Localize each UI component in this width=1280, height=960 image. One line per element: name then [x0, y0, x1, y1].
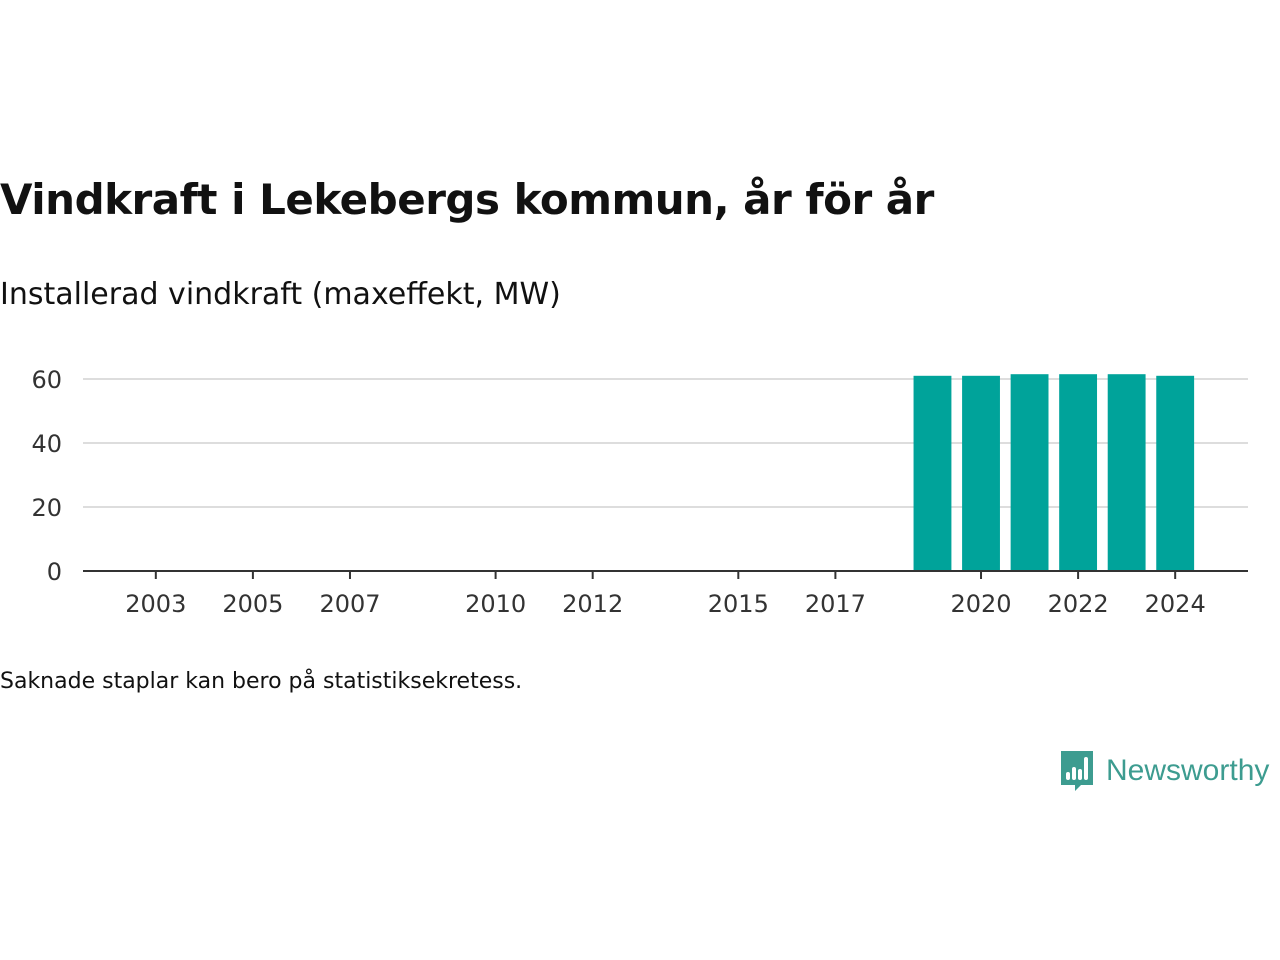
x-tick-label: 2015 — [708, 590, 769, 618]
brand-name: Newsworthy — [1106, 754, 1270, 787]
y-tick-label: 0 — [47, 558, 62, 586]
x-tick-label: 2024 — [1145, 590, 1206, 618]
bar — [1059, 374, 1098, 571]
x-tick-label: 2017 — [805, 590, 866, 618]
x-tick-label: 2012 — [562, 590, 623, 618]
y-tick-label: 20 — [31, 494, 62, 522]
bar — [962, 375, 1000, 571]
y-tick-label: 60 — [31, 366, 62, 394]
x-tick-label: 2020 — [950, 590, 1011, 618]
x-tick-label: 2005 — [222, 590, 283, 618]
brand-logo: Newsworthy — [1058, 748, 1269, 794]
bar-chart: 0 20 40 60 2003 2005 2007 2010 2012 2015 2017 2020 2… — [31, 366, 1248, 618]
chart-footnote: Saknade staplar kan bero på statistiksek… — [0, 669, 523, 694]
x-tick-label: 2003 — [125, 590, 186, 618]
bar — [913, 375, 952, 571]
x-tick-label: 2022 — [1048, 590, 1109, 618]
y-tick-label: 40 — [31, 430, 62, 458]
x-tick-label: 2010 — [465, 590, 526, 618]
chart-subtitle: Installerad vindkraft (maxeffekt, MW) — [0, 277, 561, 312]
bar — [1010, 374, 1049, 571]
chart-title: Vindkraft i Lekebergs kommun, år för år — [0, 175, 934, 224]
bar-chart-speech-bubble-icon — [1061, 751, 1093, 791]
bar — [1107, 374, 1146, 571]
x-tick-label: 2007 — [319, 590, 380, 618]
bar — [1156, 375, 1195, 571]
